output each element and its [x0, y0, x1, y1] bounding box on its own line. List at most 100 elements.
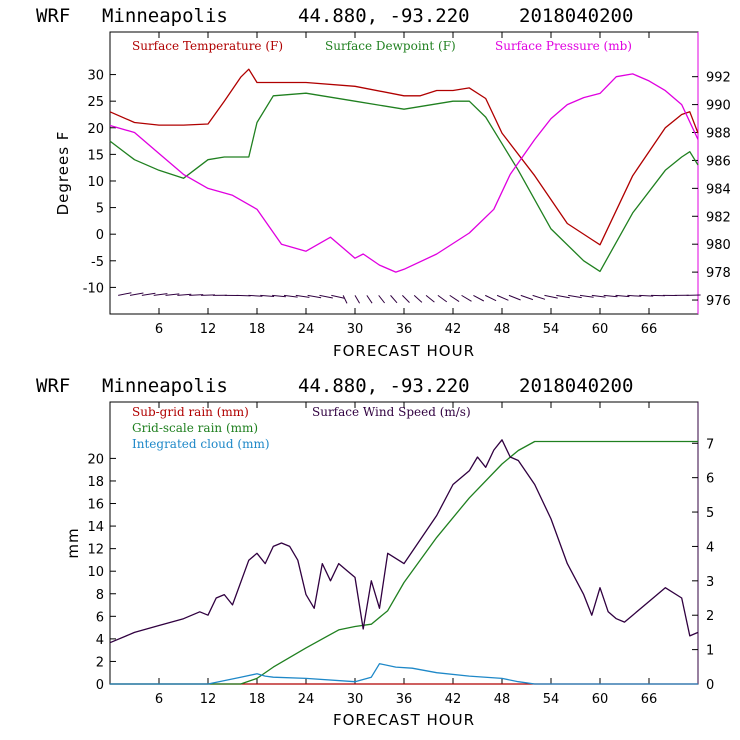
wind-barb-mark	[603, 294, 618, 298]
y2-tick-label: 978	[706, 266, 731, 281]
header-city: Minneapolis	[102, 375, 228, 397]
legend-entry-1: Grid-scale rain (mm)	[132, 421, 258, 435]
x-tick-label: 66	[641, 692, 658, 707]
wind-barb-mark	[425, 294, 435, 303]
series-line-1	[109, 92, 699, 273]
header-coords: 44.880, -93.220	[298, 5, 470, 27]
header-coords: 44.880, -93.220	[298, 375, 470, 397]
x-tick-label: 42	[445, 692, 462, 707]
wind-barb-mark	[508, 294, 521, 301]
y-tick-label: 6	[96, 610, 104, 625]
legend-entry-0: Surface Temperature (F)	[132, 39, 283, 53]
header-city: Minneapolis	[102, 5, 228, 27]
y2-tick-label: 992	[706, 71, 731, 86]
wind-barb-mark	[615, 294, 630, 298]
y-tick-label: 10	[87, 175, 104, 190]
y-axis-label: mm	[64, 527, 82, 558]
y2-tick-label: 988	[706, 127, 731, 142]
x-tick-label: 48	[494, 692, 511, 707]
y-tick-label: 10	[87, 565, 104, 580]
wind-barb-mark	[165, 293, 180, 296]
series-line-2	[110, 663, 698, 685]
wind-barb-mark	[639, 294, 654, 297]
y2-tick-label: 0	[706, 678, 714, 693]
wind-barb-mark	[189, 294, 204, 296]
x-axis-label: FORECAST HOUR	[333, 711, 475, 729]
wind-barb-mark	[449, 294, 460, 303]
y2-tick-label: 990	[706, 99, 731, 114]
temperature-chart: WRF Minneapolis 44.880, -93.220 2018040200 6…	[36, 5, 731, 360]
y-tick-label: 14	[87, 520, 104, 535]
x-tick-label: 66	[641, 322, 658, 337]
wind-barb-mark	[129, 292, 144, 296]
y-tick-label: 30	[87, 69, 104, 84]
x-tick-label: 6	[155, 322, 163, 337]
y-tick-label: 16	[87, 498, 104, 513]
y2-tick-label: 984	[706, 182, 731, 197]
wind-barb-mark	[366, 295, 373, 304]
wind-barb-mark	[319, 294, 333, 299]
x-tick-label: 42	[445, 322, 462, 337]
legend-entry-1: Surface Dewpoint (F)	[325, 39, 456, 53]
x-tick-label: 54	[543, 692, 560, 707]
wind-barb-mark	[473, 294, 485, 302]
header-model: WRF	[36, 5, 70, 27]
wind-barb-mark	[283, 294, 298, 298]
x-tick-label: 30	[347, 692, 364, 707]
wind-barb-mark	[520, 294, 534, 301]
wind-barb-mark	[248, 294, 263, 297]
y2-tick-label: 1	[706, 644, 714, 659]
legend-entry-2: Integrated cloud (mm)	[132, 437, 270, 451]
series-line-0	[109, 68, 699, 246]
plot-frame	[109, 31, 699, 315]
header-run: 2018040200	[519, 375, 633, 397]
x-tick-label: 60	[592, 692, 609, 707]
header-model: WRF	[36, 375, 70, 397]
legend-entry-2: Surface Pressure (mb)	[495, 39, 632, 53]
wind-barb-mark	[544, 294, 558, 299]
y2-tick-label: 982	[706, 210, 731, 225]
y2-tick-label: 5	[706, 506, 714, 521]
wind-barb-mark	[579, 294, 594, 298]
y-tick-label: 12	[87, 543, 104, 558]
x-tick-label: 54	[543, 322, 560, 337]
x-tick-label: 12	[200, 692, 217, 707]
y-tick-label: 20	[87, 122, 104, 137]
y-tick-label: 0	[96, 678, 104, 693]
x-tick-label: 48	[494, 322, 511, 337]
wind-barb-mark	[331, 294, 345, 299]
x-tick-label: 18	[249, 322, 266, 337]
wind-barb-mark	[568, 294, 582, 299]
wind-barb-mark	[413, 295, 423, 303]
series-line-3	[109, 439, 699, 644]
wind-barb-mark	[260, 294, 275, 297]
wind-barb-mark	[402, 295, 410, 303]
y-tick-label: -10	[83, 281, 104, 296]
x-tick-label: 24	[298, 322, 315, 337]
x-tick-label: 30	[347, 322, 364, 337]
wind-barb-mark	[378, 295, 385, 304]
y-tick-label: 20	[87, 452, 104, 467]
wind-barb-mark	[236, 294, 251, 297]
wind-barb-mark	[437, 294, 448, 303]
y2-tick-label: 7	[706, 437, 714, 452]
wind-barb-mark	[496, 294, 509, 301]
wind-barb-mark	[342, 295, 348, 304]
wind-barb-mark	[532, 294, 546, 300]
wind-barb-mark	[354, 295, 361, 304]
y2-tick-label: 976	[706, 294, 731, 309]
y-tick-label: 2	[96, 655, 104, 670]
wind-barb-mark	[390, 295, 398, 304]
wind-barb-mark	[295, 294, 310, 298]
wind-barb-mark	[485, 294, 497, 302]
y2-tick-label: 980	[706, 238, 731, 253]
legend-entry-0: Sub-grid rain (mm)	[132, 405, 249, 419]
legend-entry-3: Surface Wind Speed (m/s)	[312, 405, 471, 419]
y2-tick-label: 6	[706, 472, 714, 487]
y-axis-label: Degrees F	[54, 131, 72, 216]
header-run: 2018040200	[519, 5, 633, 27]
x-tick-label: 6	[155, 692, 163, 707]
y2-tick-label: 3	[706, 575, 714, 590]
y-tick-label: 15	[87, 148, 104, 163]
